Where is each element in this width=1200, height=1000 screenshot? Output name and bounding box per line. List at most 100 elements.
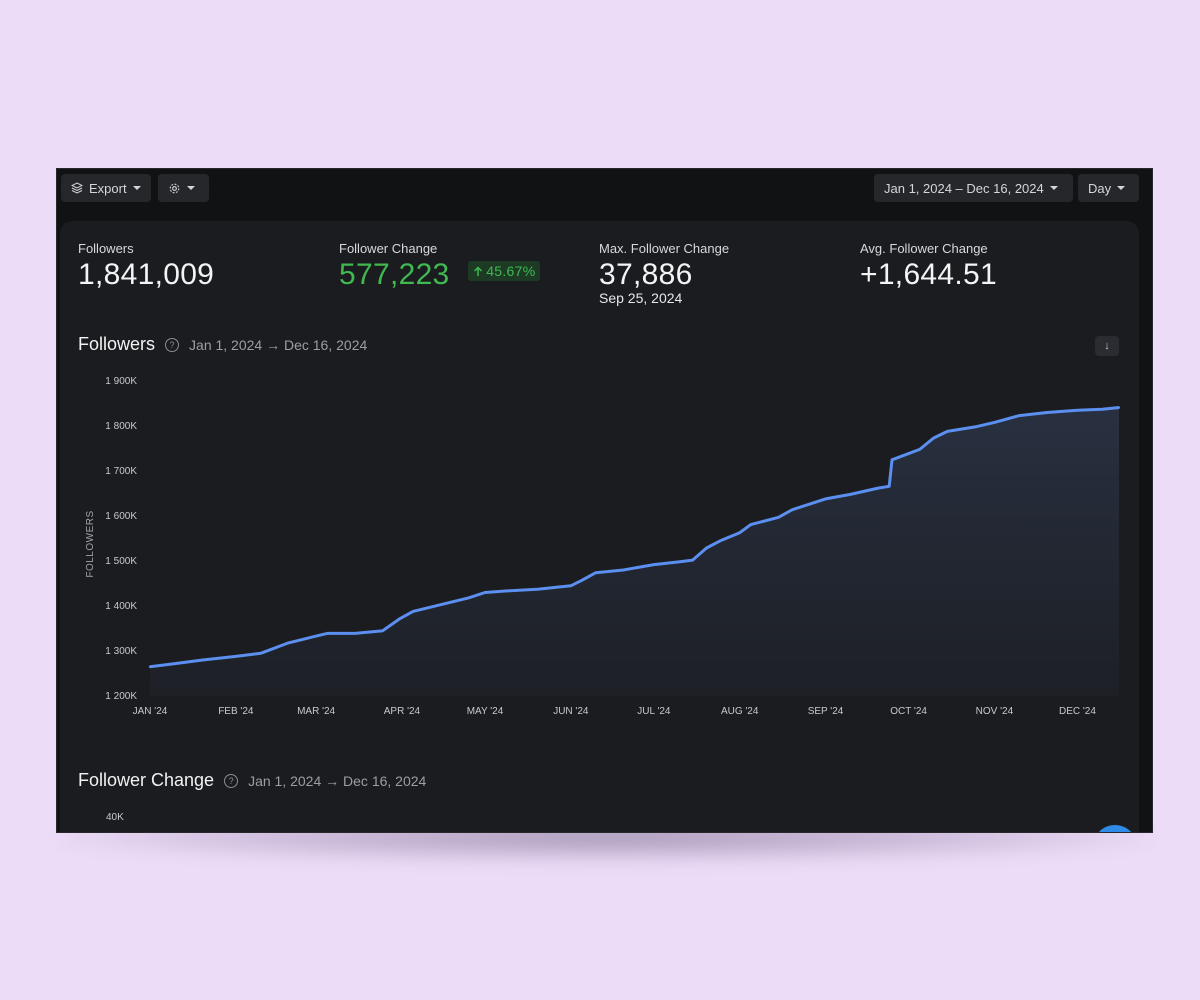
x-tick-label: APR '24 bbox=[384, 706, 421, 717]
help-icon[interactable]: ? bbox=[165, 337, 180, 352]
data-point bbox=[483, 591, 487, 594]
date-range-picker[interactable]: Jan 1, 2024 – Dec 16, 2024 bbox=[874, 174, 1073, 202]
stat-avg-change: Avg. Follower Change +1,644.51 bbox=[860, 241, 997, 292]
data-point bbox=[1018, 414, 1021, 417]
data-point bbox=[890, 458, 894, 461]
layers-icon bbox=[71, 182, 83, 194]
chart-date-range: Jan 1, 2024 → Dec 16, 2024 bbox=[248, 772, 427, 789]
data-point bbox=[691, 558, 694, 562]
data-point bbox=[749, 523, 752, 526]
toolbar: Export Jan 1, 2024 – Dec 16, 2024 Day bbox=[57, 169, 1152, 213]
data-point bbox=[849, 493, 852, 496]
followers-area bbox=[150, 407, 1119, 696]
y-tick-label: 1 400K bbox=[105, 601, 137, 612]
export-label: Export bbox=[89, 180, 127, 196]
granularity-label: Day bbox=[1088, 180, 1112, 196]
followers-chart: 1 200K 1 300K 1 400K 1 500K 1 600K 1 700K 1 80… bbox=[85, 376, 1121, 717]
data-point bbox=[314, 634, 318, 638]
data-point bbox=[932, 436, 935, 440]
data-point bbox=[622, 568, 625, 572]
download-icon: ↓ bbox=[1104, 340, 1110, 352]
data-point bbox=[677, 560, 680, 564]
x-tick-label: OCT '24 bbox=[890, 706, 927, 717]
data-point bbox=[993, 421, 996, 424]
data-point bbox=[397, 617, 401, 621]
data-point bbox=[569, 584, 573, 587]
data-point bbox=[580, 579, 584, 582]
export-button[interactable]: Export bbox=[61, 174, 151, 202]
chevron-down-icon bbox=[187, 186, 195, 190]
date-range-label: Jan 1, 2024 – Dec 16, 2024 bbox=[884, 180, 1044, 196]
gear-icon bbox=[169, 183, 180, 193]
y-tick-label: 1 500K bbox=[105, 556, 137, 567]
y-tick-label: 1 300K bbox=[105, 646, 137, 657]
stat-label: Max. Follower Change bbox=[599, 241, 730, 256]
data-point bbox=[1045, 411, 1049, 414]
chart-title: Followers bbox=[78, 334, 156, 354]
data-point bbox=[719, 539, 722, 542]
data-point bbox=[353, 632, 357, 635]
stats-panel: Followers 1,841,009 Follower Change 577,… bbox=[60, 221, 1139, 832]
data-point bbox=[777, 516, 780, 519]
data-point bbox=[791, 508, 794, 511]
x-tick-label: NOV '24 bbox=[976, 706, 1014, 717]
chart-title: Follower Change bbox=[78, 770, 215, 790]
data-point bbox=[259, 652, 262, 655]
data-point bbox=[946, 430, 949, 433]
x-tick-label: DEC '24 bbox=[1059, 706, 1096, 717]
data-point bbox=[705, 546, 708, 550]
data-point bbox=[234, 655, 238, 658]
granularity-select[interactable]: Day bbox=[1078, 174, 1139, 202]
stat-value: 577,223 bbox=[339, 258, 450, 291]
stat-label: Follower Change bbox=[339, 241, 438, 256]
data-point bbox=[201, 658, 204, 662]
stat-label: Avg. Follower Change bbox=[860, 241, 988, 256]
stat-label: Followers bbox=[78, 241, 134, 256]
data-point bbox=[1101, 408, 1104, 411]
stat-max-change: Max. Follower Change 37,886 Sep 25, 2024 bbox=[599, 241, 729, 306]
help-icon[interactable]: ? bbox=[224, 773, 239, 788]
x-tick-label: JUL '24 bbox=[637, 706, 671, 717]
y-tick-label: 40K bbox=[106, 812, 124, 823]
data-point bbox=[439, 603, 442, 606]
data-points bbox=[148, 406, 1121, 668]
stat-value: 1,841,009 bbox=[78, 258, 215, 291]
stat-followers: Followers 1,841,009 bbox=[78, 241, 214, 292]
analytics-window: Export Jan 1, 2024 – Dec 16, 2024 Day Fo… bbox=[56, 168, 1153, 833]
chevron-down-icon bbox=[1117, 186, 1126, 190]
data-point bbox=[1076, 409, 1079, 412]
y-axis-title: FOLLOWERS bbox=[85, 510, 96, 577]
stat-follower-change: Follower Change 577,223 45.67% bbox=[339, 241, 541, 292]
x-tick-label: MAR '24 bbox=[297, 706, 335, 717]
arrow-up-icon bbox=[474, 266, 483, 276]
follower-change-chart-header: Follower Change ? Jan 1, 2024 → Dec 16, … bbox=[78, 770, 426, 791]
data-point bbox=[508, 589, 512, 592]
stat-value: +1,644.51 bbox=[860, 258, 997, 291]
y-tick-label: 1 700K bbox=[105, 466, 137, 477]
data-point bbox=[411, 610, 415, 613]
data-point bbox=[1117, 406, 1121, 409]
data-point bbox=[876, 486, 880, 490]
followers-chart-header: Followers ? Jan 1, 2024 → Dec 16, 2024 bbox=[78, 334, 367, 355]
stat-value-row: 577,223 45.67% bbox=[339, 258, 541, 292]
x-tick-label: JAN '24 bbox=[133, 706, 168, 717]
chart-date-range: Jan 1, 2024 → Dec 16, 2024 bbox=[189, 336, 368, 353]
data-point bbox=[467, 596, 470, 600]
badge-value: 45.67% bbox=[486, 263, 536, 280]
data-point bbox=[287, 641, 290, 645]
download-button[interactable]: ↓ bbox=[1095, 336, 1119, 356]
chevron-down-icon bbox=[132, 186, 141, 190]
data-point bbox=[973, 425, 977, 429]
x-tick-label: JUN '24 bbox=[553, 706, 589, 717]
data-point bbox=[824, 497, 827, 501]
x-axis: JAN '24 FEB '24 MAR '24 APR '24 MAY '24 JUN '… bbox=[133, 706, 1097, 717]
x-tick-label: AUG '24 bbox=[721, 706, 759, 717]
settings-button[interactable] bbox=[158, 174, 209, 202]
chat-button[interactable] bbox=[1093, 825, 1137, 832]
data-point bbox=[918, 448, 921, 451]
y-tick-label: 1 900K bbox=[105, 376, 137, 387]
y-tick-label: 1 800K bbox=[105, 421, 137, 432]
percent-change-badge: 45.67% bbox=[468, 261, 541, 282]
data-point bbox=[173, 662, 177, 665]
data-point bbox=[888, 485, 891, 488]
